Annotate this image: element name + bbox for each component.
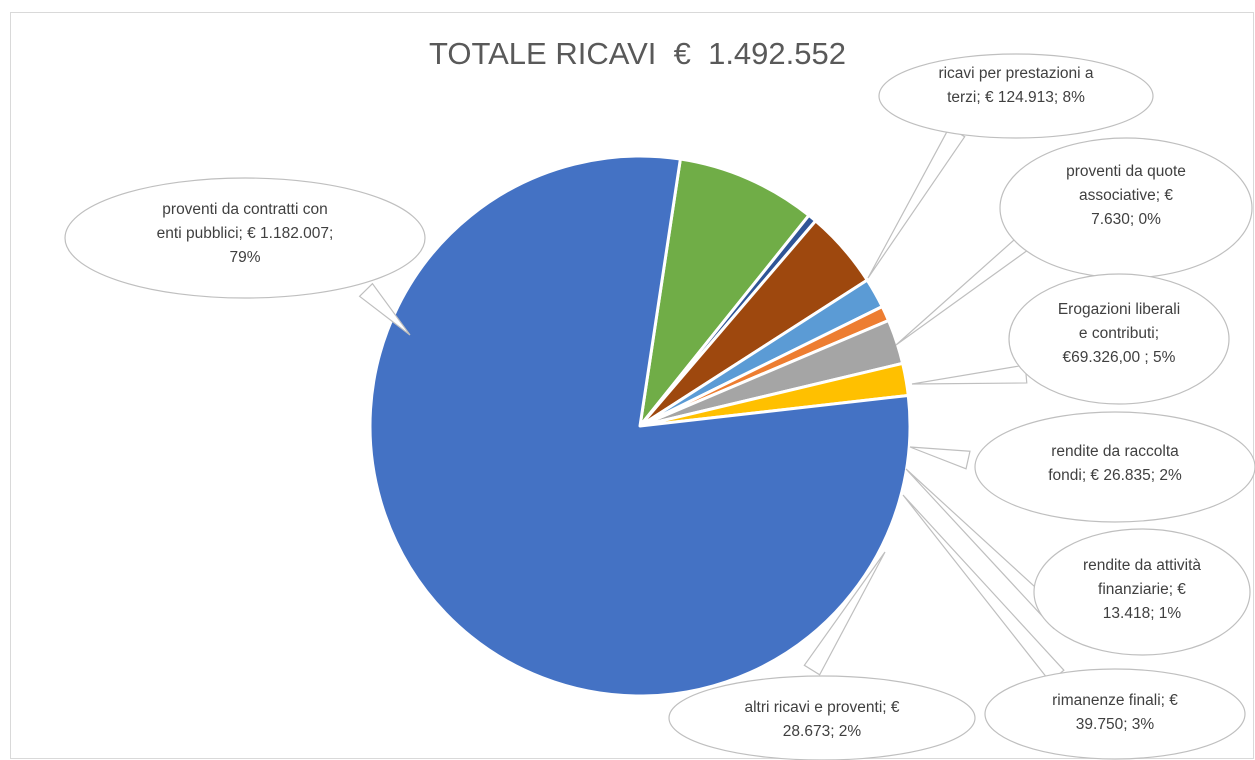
data-label-callout: proventi da quote associative; € 7.630; 0% xyxy=(895,137,1253,346)
data-label-text: enti pubblici; € 1.182.007; xyxy=(157,225,334,242)
pie-slice xyxy=(368,154,912,698)
data-label-text: 13.418; 1% xyxy=(1103,605,1182,622)
data-label-callout: altri ricavi e proventi; € 28.673; 2% xyxy=(668,551,976,760)
data-label-text: 39.750; 3% xyxy=(1076,716,1155,733)
callout-fill xyxy=(880,55,1152,137)
data-label-callout: ricavi per prestazioni a terzi; € 124.913… xyxy=(867,53,1154,279)
data-label-text: finanziarie; € xyxy=(1098,581,1186,598)
callout-fill xyxy=(986,670,1244,758)
data-label-text: rendite da attività xyxy=(1083,557,1201,574)
callout-fill xyxy=(976,413,1254,521)
data-label-text: associative; € xyxy=(1079,187,1173,204)
data-label-callout: proventi da contratti con enti pubblici; … xyxy=(64,177,426,336)
data-label-text: e contributi; xyxy=(1079,325,1159,342)
data-label-callout: rimanenze finali; € 39.750; 3% xyxy=(902,494,1246,760)
data-label-text: proventi da quote xyxy=(1066,163,1186,180)
pie-slice xyxy=(638,157,811,428)
data-label-text: rimanenze finali; € xyxy=(1052,692,1178,709)
data-label-text: Erogazioni liberali xyxy=(1058,301,1180,318)
data-label-text: fondi; € 26.835; 2% xyxy=(1048,467,1182,484)
data-label-text: terzi; € 124.913; 8% xyxy=(947,89,1085,106)
callout-fill xyxy=(1010,275,1228,403)
data-label-text: altri ricavi e proventi; € xyxy=(744,699,899,716)
callout-fill xyxy=(1035,530,1249,654)
callout-leader xyxy=(803,551,886,676)
data-label-text: proventi da contratti con xyxy=(162,201,327,218)
data-label-text: 79% xyxy=(229,249,260,266)
callout-fill xyxy=(670,677,974,759)
data-label-text: 28.673; 2% xyxy=(783,723,862,740)
chart-title: TOTALE RICAVI € 1.492.552 xyxy=(429,36,846,71)
data-label-callout: rendite da raccolta fondi; € 26.835; 2% xyxy=(909,411,1255,523)
data-label-callout: Erogazioni liberali e contributi; €69.326,… xyxy=(911,273,1230,405)
callout-leader xyxy=(358,282,411,336)
data-label-text: 7.630; 0% xyxy=(1091,211,1161,228)
callout-leader xyxy=(909,446,971,470)
callout-fill xyxy=(1001,139,1251,277)
callout-leader xyxy=(911,364,1028,385)
data-label-text: €69.326,00 ; 5% xyxy=(1063,349,1176,366)
data-label-text: rendite da raccolta xyxy=(1051,443,1179,460)
callout-fill xyxy=(66,179,424,297)
data-label-text: ricavi per prestazioni a xyxy=(938,65,1093,82)
callout-leader xyxy=(867,126,966,279)
data-label-callout: rendite da attività finanziarie; € 13.418;… xyxy=(905,468,1251,656)
